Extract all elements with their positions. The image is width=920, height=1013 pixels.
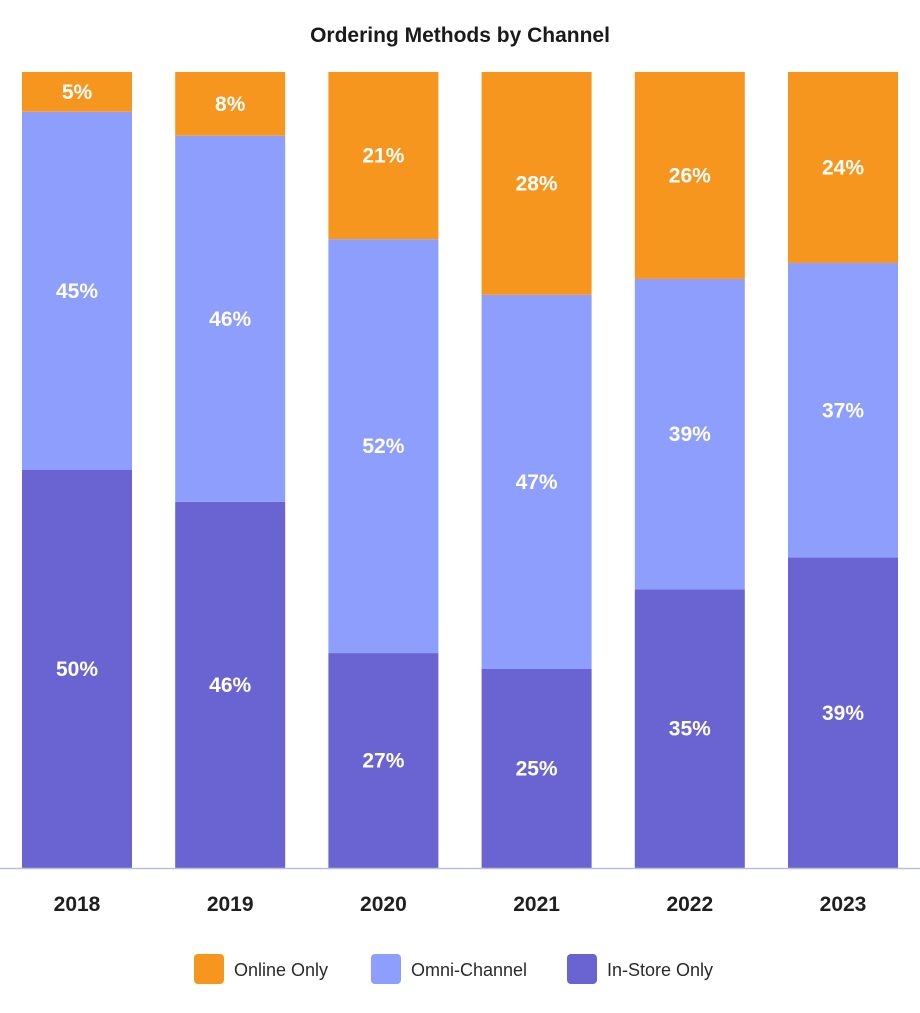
data-label-online-only-2018: 5% — [62, 81, 93, 104]
bar-segment-omni-channel-2018 — [22, 111, 132, 471]
bar-segment-online-only-2019 — [175, 72, 286, 136]
x-tick-label-2019: 2019 — [207, 893, 254, 916]
legend-label-omni-channel: Omni-Channel — [411, 960, 527, 980]
legend-swatch-in-store-only — [567, 954, 597, 984]
chart-title: Ordering Methods by Channel — [310, 24, 610, 47]
data-label-omni-channel-2019: 46% — [209, 308, 251, 331]
data-label-online-only-2020: 21% — [362, 145, 404, 168]
x-tick-label-2020: 2020 — [360, 893, 407, 916]
data-label-online-only-2022: 26% — [669, 164, 711, 187]
data-label-omni-channel-2021: 47% — [516, 471, 558, 494]
legend: Online Only Omni-Channel In-Store Only — [194, 954, 713, 984]
data-label-online-only-2023: 24% — [822, 157, 864, 180]
bar-segment-online-only-2020 — [328, 72, 439, 240]
bar-segment-online-only-2018 — [22, 72, 132, 112]
bar-segment-omni-channel-2021 — [481, 294, 592, 669]
x-tick-label-2022: 2022 — [666, 893, 713, 916]
legend-swatch-online-only — [194, 954, 224, 984]
legend-label-in-store-only: In-Store Only — [607, 960, 713, 980]
data-label-in-store-only-2023: 39% — [822, 702, 864, 725]
bar-segment-in-store-only-2023 — [788, 557, 898, 868]
x-tick-label-2021: 2021 — [513, 893, 560, 916]
data-label-in-store-only-2019: 46% — [209, 674, 251, 697]
data-label-omni-channel-2018: 45% — [56, 280, 98, 303]
bar-segment-omni-channel-2019 — [175, 135, 286, 502]
data-label-in-store-only-2018: 50% — [56, 658, 98, 681]
data-label-in-store-only-2021: 25% — [516, 758, 558, 781]
bar-segment-in-store-only-2019 — [175, 501, 286, 868]
legend-swatch-omni-channel — [371, 954, 401, 984]
data-label-omni-channel-2020: 52% — [362, 435, 404, 458]
bar-segment-online-only-2022 — [634, 72, 745, 279]
x-tick-labels: 2018 2019 2020 2021 2022 2023 — [54, 893, 867, 916]
bar-segment-omni-channel-2022 — [634, 278, 745, 590]
data-label-omni-channel-2022: 39% — [669, 423, 711, 446]
x-tick-label-2018: 2018 — [54, 893, 101, 916]
bar-segment-omni-channel-2023 — [788, 263, 898, 558]
bars-group: 50% 45% 5% 46% 46% 8% 27% 52% 21% 25% 47% 28% 35% 39%… — [22, 72, 898, 868]
bar-segment-online-only-2021 — [481, 72, 592, 295]
data-label-online-only-2019: 8% — [215, 93, 246, 116]
data-label-online-only-2021: 28% — [516, 172, 558, 195]
bar-segment-online-only-2023 — [788, 72, 898, 264]
bar-segment-in-store-only-2021 — [481, 669, 592, 868]
bar-segment-omni-channel-2020 — [328, 239, 439, 654]
data-label-in-store-only-2020: 27% — [362, 750, 404, 773]
bar-segment-in-store-only-2022 — [634, 589, 745, 868]
bar-segment-in-store-only-2018 — [22, 470, 132, 868]
bar-segment-in-store-only-2020 — [328, 653, 439, 868]
x-tick-label-2023: 2023 — [820, 893, 867, 916]
data-label-in-store-only-2022: 35% — [669, 718, 711, 741]
data-label-omni-channel-2023: 37% — [822, 399, 864, 422]
legend-label-online-only: Online Only — [234, 960, 328, 980]
